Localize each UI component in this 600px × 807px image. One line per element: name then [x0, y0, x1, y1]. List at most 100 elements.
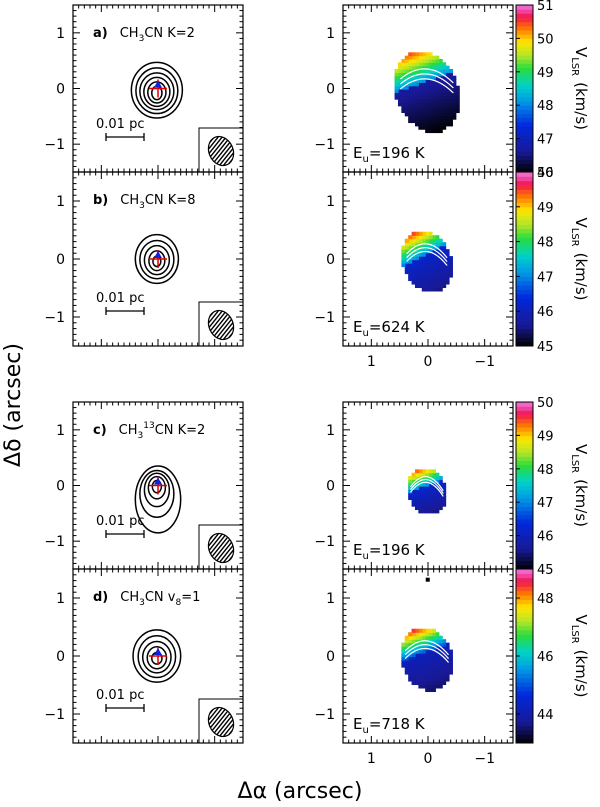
panel-b-velocity-pixel	[435, 263, 440, 268]
panel-c-velocity-pixel	[425, 479, 430, 484]
panel-d-velocity-colorbar-seg	[516, 621, 533, 627]
panel-b-velocity-vel-contour-0	[406, 250, 448, 266]
panel-b-velocity-pixel	[414, 242, 419, 247]
panel-d-velocity-colorbar-seg	[516, 642, 533, 648]
panel-b-velocity-pixel	[431, 249, 436, 254]
panel-a-velocity-pixel	[421, 52, 426, 57]
panel-a-velocity-pixel	[438, 79, 443, 83]
panel-d-velocity-colorbar-seg	[516, 708, 533, 714]
panel-b-hatch-line	[203, 306, 228, 344]
panel-d-velocity-pixel	[445, 663, 450, 668]
panel-b-velocity-pixel	[438, 266, 443, 271]
panel-a-velocity-pixel	[397, 79, 402, 83]
panel-b-velocity-pixel	[414, 283, 419, 289]
panel-a-velocity-pixel	[408, 58, 413, 63]
panel-c-velocity-pixel	[435, 509, 440, 514]
panel-a-velocity-pixel	[448, 72, 453, 77]
panel-b-velocity-colorbar-seg	[516, 302, 533, 308]
panel-d-title: d) CH3CN v8=1	[93, 590, 200, 608]
panel-a-velocity-pixel	[452, 115, 457, 120]
panel-d-velocity-colorbar-seg	[516, 647, 533, 653]
panel-d-velocity-pixel	[418, 646, 423, 651]
panel-a-velocity-pixel	[404, 102, 409, 107]
panel-c-velocity-pixel	[431, 509, 436, 514]
panel-b-velocity-colorbar-frame	[515, 171, 534, 347]
panel-a-velocity-pixel	[394, 92, 399, 97]
panel-a-velocity-pixel	[425, 122, 430, 127]
panel-a-velocity-pixel	[438, 69, 443, 73]
panel-b-velocity-pixel	[404, 242, 409, 247]
panel-a-velocity-pixel	[435, 125, 440, 130]
panel-b-velocity-pixel	[435, 283, 440, 289]
panel-a-velocity-colorbar-seg	[516, 25, 533, 31]
panel-a-velocity-pixel	[414, 75, 419, 80]
panel-d-velocity-dot	[425, 577, 430, 582]
panel-a-velocity-pixel	[428, 92, 433, 97]
panel-b-contour-0	[134, 233, 180, 285]
panel-d-velocity-pixel	[411, 680, 416, 686]
panel-d-velocity-pixel	[442, 646, 447, 651]
panel-b-velocity-pixel	[411, 231, 416, 236]
panel-b-velocity-colorbar-seg	[516, 285, 533, 290]
panel-a-beam-box	[198, 127, 243, 172]
panel-c-beam-ellipse	[207, 532, 235, 564]
panel-a-velocity-pixel	[421, 115, 426, 120]
panel-d-velocity-xtick-label: −1	[474, 751, 495, 767]
panel-c-velocity-pixel	[431, 492, 436, 497]
panel-d-velocity-colorbar-seg	[516, 677, 533, 683]
panel-c-velocity-colorbar-seg	[516, 523, 533, 528]
panel-a-velocity-pixel	[408, 115, 413, 120]
panel-a-velocity-pixel	[445, 99, 450, 104]
panel-a-velocity-pixel	[421, 119, 426, 124]
panel-b-velocity-colorbar-seg	[516, 202, 533, 208]
panel-a-velocity-pixel	[442, 89, 447, 93]
panel-b-velocity-pixel	[418, 283, 423, 289]
panel-a-velocity-pixel	[421, 92, 426, 97]
panel-a-velocity-pixel	[425, 65, 430, 70]
panel-d-velocity-pixel	[438, 680, 443, 686]
panel-c-velocity-pixel	[425, 509, 430, 514]
panel-a-velocity-pixel	[425, 119, 430, 124]
panel-b-velocity-pixel	[445, 276, 450, 282]
panel-a-velocity-pixel	[455, 105, 460, 110]
panel-d-velocity-colorbar-seg	[516, 699, 533, 705]
panel-c-velocity-pixel	[411, 492, 416, 497]
panel-a-velocity-pixel	[421, 62, 426, 67]
panel-a-velocity-colorbar-seg	[516, 71, 533, 77]
panel-a-velocity-pixel	[438, 89, 443, 93]
panel-b-velocity-colorbar-seg	[516, 176, 533, 182]
panel-a-velocity-pixel	[414, 95, 419, 100]
panel-c-velocity-colorbar-seg	[516, 402, 533, 407]
panel-c-velocity-vlsr-label: VLSR(km/s)	[569, 444, 590, 527]
panel-a-velocity-pixel	[431, 122, 436, 127]
panel-c-velocity-pixel	[425, 469, 430, 474]
panel-b-velocity-cb-label: 46	[537, 305, 554, 320]
panel-d-velocity-vel-contour-2	[404, 640, 450, 656]
panel-b-velocity-pixel	[448, 263, 453, 268]
panel-b-velocity-pixel	[425, 280, 430, 285]
panel-a-velocity-colorbar-seg	[516, 138, 533, 144]
panel-b-velocity-pixel	[431, 263, 436, 268]
panel-b-velocity-pixel	[414, 259, 419, 264]
panel-a-velocity-colorbar-seg	[516, 117, 533, 123]
panel-d-velocity-pixel	[438, 639, 443, 644]
panel-b-velocity-colorbar-seg	[516, 206, 533, 212]
panel-c-velocity-colorbar-seg	[516, 552, 533, 557]
panel-b-velocity-colorbar-seg	[516, 311, 533, 317]
panel-a-velocity-colorbar-seg	[516, 13, 533, 19]
panel-d-velocity-pixel	[442, 667, 447, 672]
panel-d-velocity-colorbar-seg	[516, 682, 533, 687]
panel-a-velocity-pixel	[455, 102, 460, 107]
panel-d-velocity-colorbar-seg	[516, 651, 533, 657]
panel-d-velocity-pixel	[435, 670, 440, 675]
panel-a-velocity-pixel	[452, 112, 457, 117]
panel-d-velocity-ytick-label: 0	[326, 649, 335, 665]
panel-b-velocity-pixel	[425, 283, 430, 289]
panel-c-velocity-pixel	[431, 482, 436, 487]
panel-c-velocity-pixel	[431, 476, 436, 480]
panel-c-velocity-colorbar-seg	[516, 485, 533, 491]
panel-a-velocity-pixel	[431, 89, 436, 93]
panel-b-velocity-pixel	[438, 259, 443, 264]
panel-a-velocity-pixel	[435, 112, 440, 117]
panel-b-velocity-pixel	[425, 276, 430, 282]
